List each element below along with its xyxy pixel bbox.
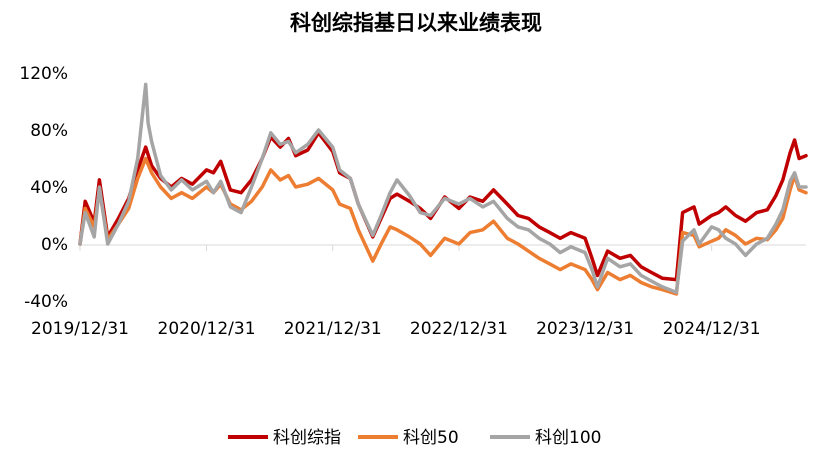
y-axis-tick-labels: 120% 80% 40% 0% -40%	[19, 64, 68, 312]
legend-label: 科创综指	[273, 428, 341, 448]
y-tick-label: 40%	[30, 178, 68, 198]
y-tick-label: -40%	[24, 292, 68, 312]
legend: 科创综指 科创50 科创100	[228, 428, 601, 448]
y-tick-label: 80%	[30, 121, 68, 141]
x-tick-label: 2022/12/31	[410, 319, 508, 339]
legend-label: 科创100	[535, 428, 601, 448]
chart-title: 科创综指基日以来业绩表现	[290, 11, 542, 35]
x-tick-label: 2020/12/31	[158, 319, 256, 339]
y-tick-label: 120%	[19, 64, 68, 84]
x-tick-label: 2023/12/31	[536, 319, 634, 339]
series-line	[78, 82, 808, 295]
series-line	[78, 156, 808, 296]
x-tick-label: 2019/12/31	[31, 319, 129, 339]
x-tick-label: 2024/12/31	[663, 319, 761, 339]
legend-label: 科创50	[403, 428, 459, 448]
x-axis: 2019/12/31 2020/12/31 2021/12/31 2022/12/31…	[31, 244, 806, 339]
series-line	[78, 131, 808, 282]
y-tick-label: 0%	[41, 235, 68, 255]
series-lines	[78, 82, 808, 296]
x-tick-label: 2021/12/31	[284, 319, 382, 339]
